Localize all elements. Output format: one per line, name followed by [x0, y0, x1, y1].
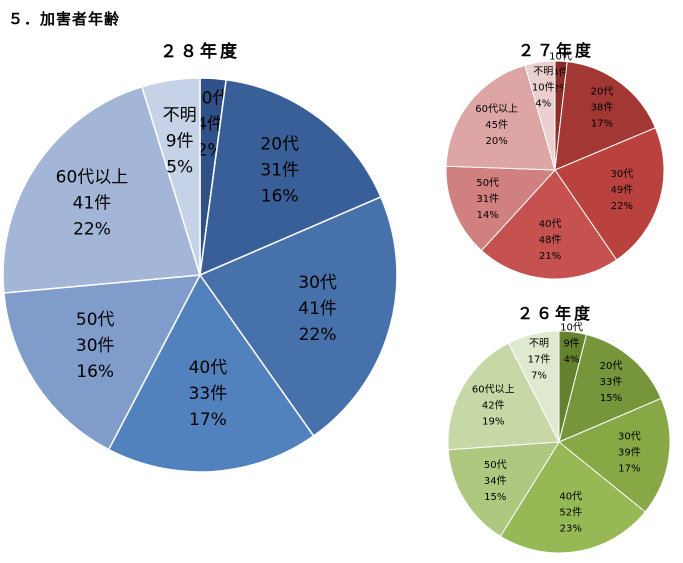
- pie-slice-h27-1: [554, 61, 657, 171]
- pie-slice-h28-1: [199, 78, 382, 277]
- pie-label-h28-1: 20代 31件 16%: [260, 135, 299, 207]
- pie-label-h26-4: 50代 34件 15%: [484, 459, 507, 503]
- pie-slice-h26-2: [558, 397, 671, 513]
- pie-label-h28-4: 50代 30件 16%: [76, 310, 115, 382]
- pie-slice-h28-2: [198, 195, 398, 437]
- pie-slice-h26-5: [447, 342, 560, 451]
- pie-slice-h26-1: [558, 333, 662, 443]
- pie-slice-h28-5: [2, 85, 201, 294]
- pie-slice-h27-3: [480, 169, 618, 280]
- pie-label-h27-6: 不明 10件 4%: [532, 65, 555, 109]
- pie-label-h26-2: 30代 39件 17%: [618, 430, 641, 474]
- pie-label-h28-2: 30代 41件 22%: [298, 273, 337, 345]
- pie-label-h27-5: 60代以上 45件 20%: [475, 103, 518, 147]
- pie-slice-h28-3: [107, 273, 315, 473]
- chart-title-h27: ２７年度: [517, 41, 595, 60]
- pie-slice-h27-2: [554, 127, 665, 261]
- pie-label-h26-0: 10代 9件 4%: [560, 321, 583, 365]
- pie-slice-h28-6: [140, 77, 201, 276]
- pie-slice-h27-5: [445, 64, 556, 171]
- chart-title-h26: ２６年度: [516, 304, 594, 323]
- pie-slice-h28-4: [3, 274, 202, 451]
- pie-label-h27-0: 10代 4件 2%: [549, 51, 572, 95]
- pie-label-h27-1: 20代 38件 17%: [591, 86, 614, 130]
- chart-title-h28: ２８年度: [160, 42, 240, 62]
- pie-slice-h26-6: [507, 330, 560, 443]
- pie-label-h26-5: 60代以上 42件 19%: [472, 383, 515, 427]
- pie-label-h26-3: 40代 52件 23%: [559, 491, 582, 535]
- pie-label-h28-6: 不明 9件 5%: [163, 106, 197, 178]
- pie-slice-h26-3: [499, 441, 646, 554]
- pie-label-h28-3: 40代 33件 17%: [189, 358, 228, 430]
- pie-label-h27-2: 30代 49件 22%: [611, 168, 634, 212]
- pie-label-h26-6: 不明 17件 7%: [528, 337, 551, 381]
- pie-slice-h26-4: [447, 441, 560, 537]
- pie-slice-h27-4: [445, 165, 557, 252]
- pie-label-h27-4: 50代 31件 14%: [476, 177, 499, 221]
- page-heading: ５．加害者年齢: [8, 10, 121, 28]
- pie-slice-h27-6: [524, 60, 556, 171]
- pie-label-h28-5: 60代以上 41件 22%: [56, 168, 129, 240]
- pie-label-h27-3: 40代 48件 21%: [539, 218, 562, 262]
- pie-label-h26-1: 20代 33件 15%: [600, 360, 623, 404]
